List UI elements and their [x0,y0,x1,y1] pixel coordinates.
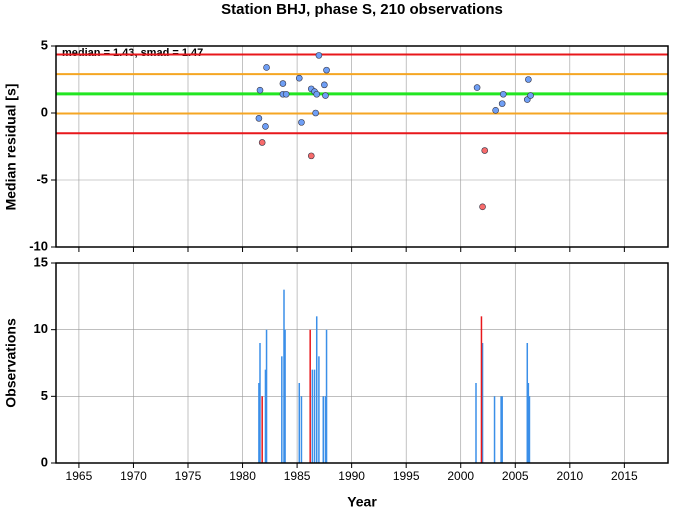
point [282,90,290,98]
bar [500,396,502,463]
point [307,152,315,160]
bar [281,356,283,463]
bar [475,383,477,463]
bar [265,329,268,463]
plot-frame [55,45,669,248]
point [315,52,323,59]
point [527,92,534,99]
x-axis-label: Year [347,494,377,510]
point [499,90,507,98]
x-tick-label: 1980 [229,469,256,483]
point [279,80,287,87]
y-tick-label: 0 [41,104,48,119]
point [258,139,266,146]
x-tick-label: 1975 [175,469,202,483]
point [481,147,489,154]
bar [481,343,484,463]
y-tick-label: -10 [29,238,48,253]
annotation: median = 1.43, smad = 1.47 [62,47,203,59]
point [262,123,269,130]
bar [318,356,320,463]
bar [300,396,303,463]
x-tick-label: 2000 [447,469,474,483]
bar [325,329,328,463]
bar [480,316,483,463]
bar [298,383,301,463]
x-tick-label: 1990 [338,469,365,483]
bar [264,369,267,463]
plot-frame [55,262,669,464]
point [498,100,506,107]
point [322,92,329,99]
bar [528,396,531,463]
bar [284,329,286,463]
x-tick-label: 2005 [502,469,529,483]
chart-title: Station BHJ, phase S, 210 observations [221,1,503,18]
y-axis-label: Observations [3,318,19,408]
y-tick-label: 15 [34,254,48,269]
point [321,81,328,89]
point [473,84,481,91]
x-tick-label: 1965 [66,469,93,483]
bar [493,396,496,463]
point [323,66,330,74]
bar [259,343,261,463]
point [313,90,321,98]
bar [309,329,311,463]
x-tick-label: 2015 [611,469,638,483]
x-tick-label: 1995 [393,469,420,483]
y-tick-label: 5 [41,388,48,403]
bar [261,396,263,463]
bar [258,383,260,463]
x-tick-label: 2010 [556,469,583,483]
x-tick-label: 1985 [284,469,311,483]
point [479,203,486,211]
point [525,76,532,83]
y-tick-label: 5 [41,37,48,52]
point [312,109,319,117]
bar [324,396,327,463]
bar [322,396,325,463]
bar [526,343,529,463]
point [295,74,303,82]
bar [311,369,314,463]
point [298,119,305,126]
y-tick-label: 0 [41,454,48,469]
point [263,64,270,71]
point [255,115,263,122]
y-axis-label: Median residual [s] [3,84,19,211]
bar [501,396,503,463]
y-tick-label: -5 [36,171,48,186]
bar [315,316,318,463]
bar [527,383,530,463]
y-tick-label: 10 [34,321,48,336]
bar [283,289,285,463]
point [256,86,264,94]
x-tick-label: 1970 [120,469,147,483]
bar [313,369,316,463]
point [492,107,499,114]
